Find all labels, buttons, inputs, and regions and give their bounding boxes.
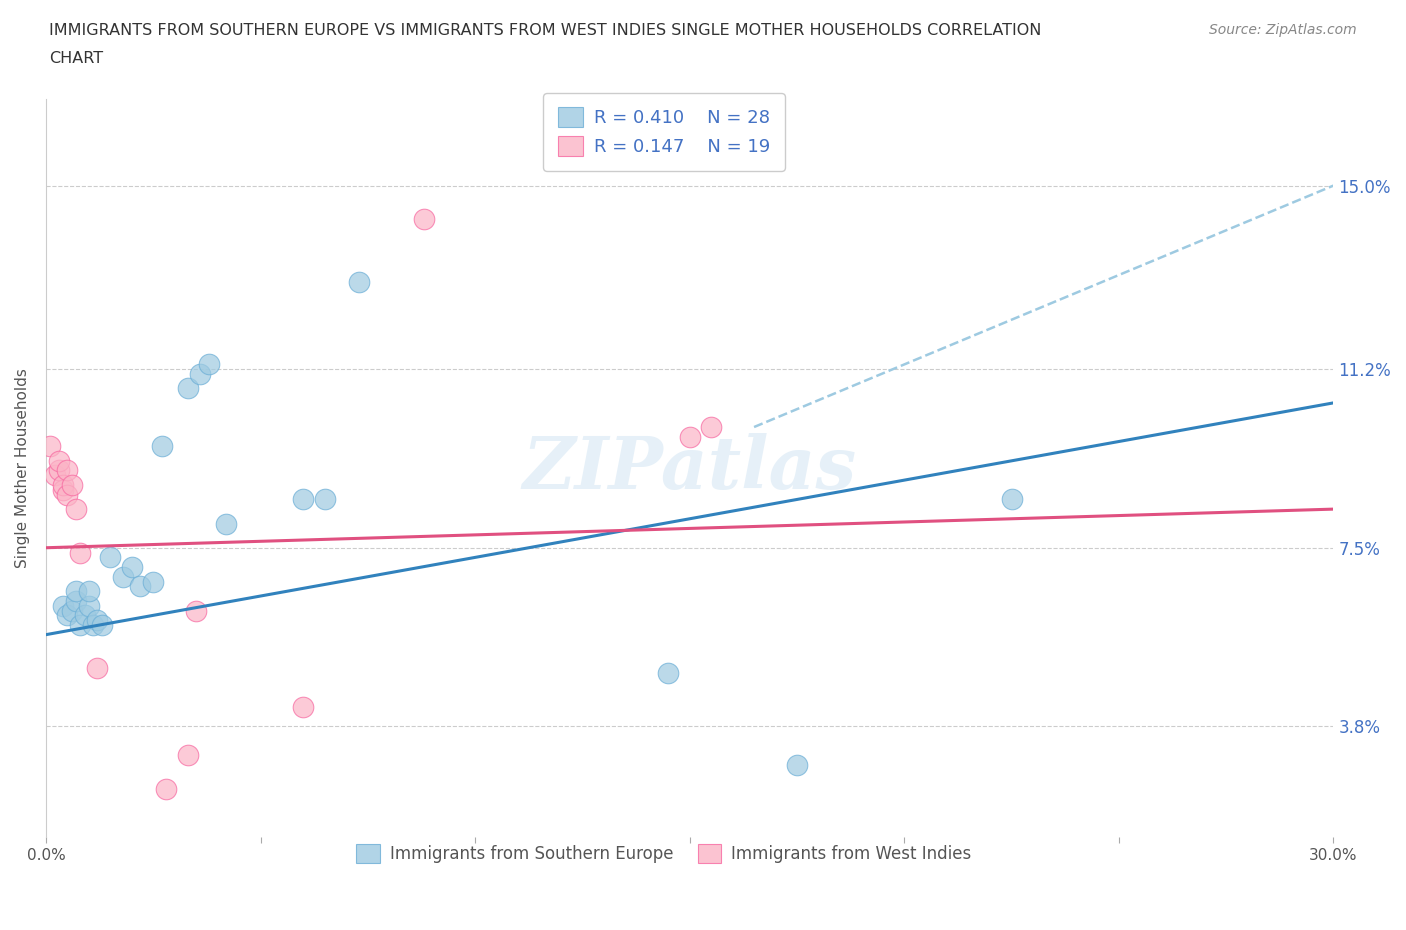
Point [77, 584, 100, 599]
Point [129, 579, 152, 594]
Point [657, 666, 679, 681]
Point [39, 439, 62, 454]
Point [679, 430, 702, 445]
Point [48, 454, 70, 469]
Point [69, 618, 91, 632]
Point [86, 661, 108, 676]
Point [190, 366, 212, 381]
Point [60, 477, 83, 492]
Point [60, 603, 83, 618]
Point [112, 569, 135, 584]
Text: CHART: CHART [49, 51, 103, 66]
Point [52, 483, 75, 498]
Point [1000, 492, 1022, 507]
Point [44, 468, 66, 483]
Point [65, 501, 87, 516]
Point [56, 608, 79, 623]
Point [215, 516, 238, 531]
Point [155, 782, 177, 797]
Legend: Immigrants from Southern Europe, Immigrants from West Indies: Immigrants from Southern Europe, Immigra… [350, 838, 979, 870]
Point [150, 439, 173, 454]
Y-axis label: Single Mother Households: Single Mother Households [15, 368, 30, 568]
Point [176, 748, 198, 763]
Point [121, 560, 143, 575]
Point [186, 603, 208, 618]
Text: ZIPatlas: ZIPatlas [523, 432, 856, 503]
Point [786, 758, 808, 773]
Point [65, 593, 87, 608]
Point [52, 477, 75, 492]
Point [56, 487, 79, 502]
Point [198, 357, 221, 372]
Point [176, 381, 198, 396]
Point [314, 492, 336, 507]
Point [292, 699, 315, 714]
Point [90, 618, 112, 632]
Point [77, 598, 100, 613]
Point [349, 274, 371, 289]
Point [56, 463, 79, 478]
Point [65, 584, 87, 599]
Point [82, 618, 104, 632]
Text: Source: ZipAtlas.com: Source: ZipAtlas.com [1209, 23, 1357, 37]
Point [69, 545, 91, 560]
Point [48, 463, 70, 478]
Point [73, 608, 96, 623]
Point [98, 550, 121, 565]
Point [292, 492, 315, 507]
Point [412, 212, 434, 227]
Point [86, 613, 108, 628]
Point [700, 419, 723, 434]
Point [52, 598, 75, 613]
Point [142, 574, 165, 589]
Text: IMMIGRANTS FROM SOUTHERN EUROPE VS IMMIGRANTS FROM WEST INDIES SINGLE MOTHER HOU: IMMIGRANTS FROM SOUTHERN EUROPE VS IMMIG… [49, 23, 1042, 38]
